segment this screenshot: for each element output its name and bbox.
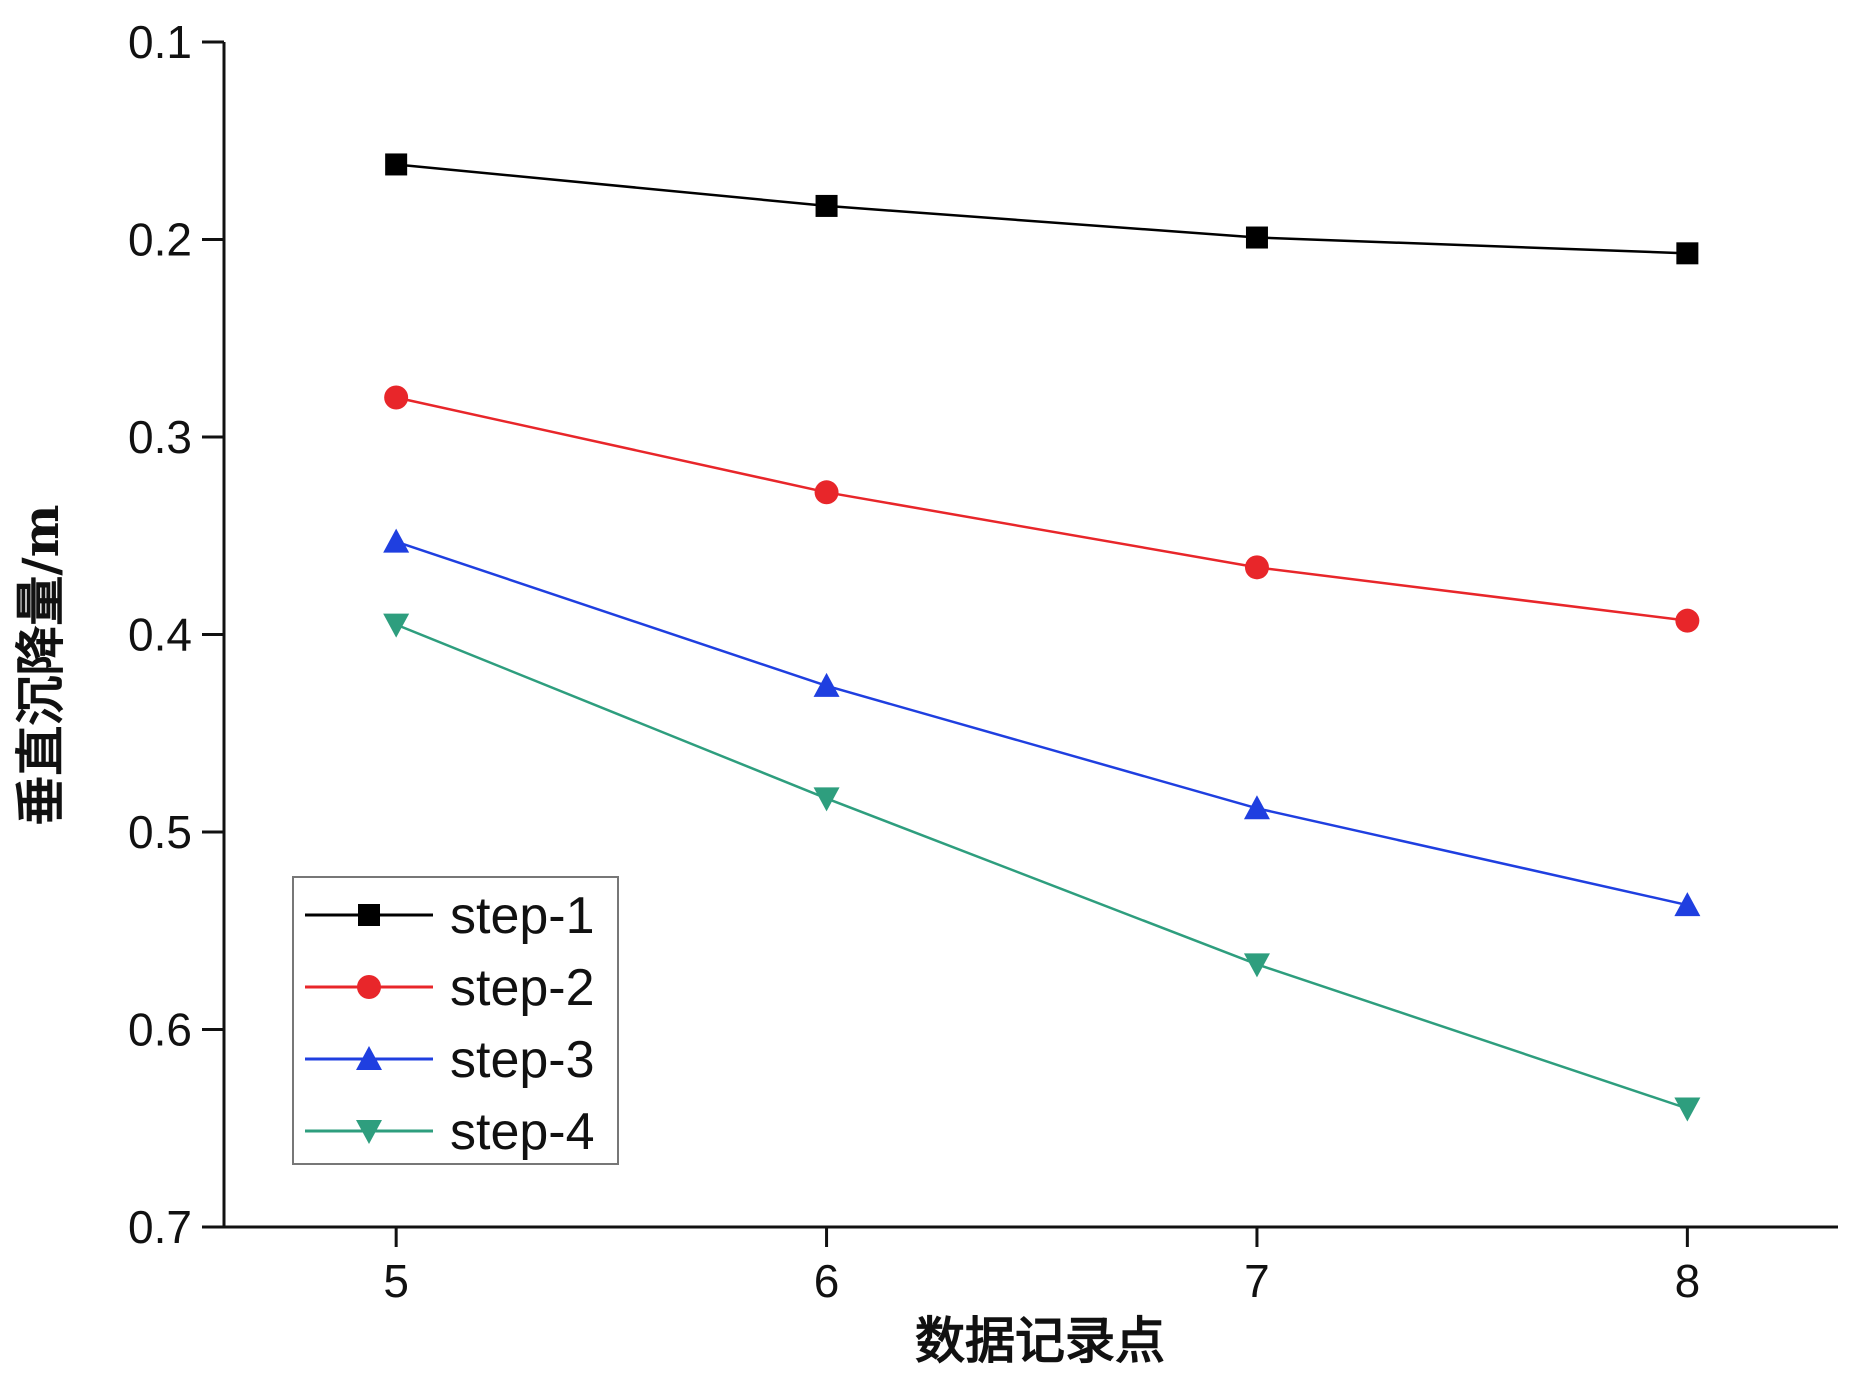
- series-line-step-3: [395, 540, 1688, 907]
- data-point-step-4-5: [383, 613, 410, 638]
- y-tick-label: 0.4: [128, 609, 192, 661]
- data-point-step-4-7: [1243, 953, 1270, 978]
- series-step-1: [385, 153, 1699, 265]
- series-line-step-1: [396, 163, 1688, 255]
- legend-box: [292, 876, 619, 1165]
- y-tick-label: 0.5: [128, 806, 192, 858]
- legend-item-step-1: step-1: [305, 887, 595, 945]
- legend-marker: [356, 1120, 382, 1144]
- x-tick-label: 6: [814, 1255, 840, 1307]
- legend-item-step-2: step-2: [305, 959, 595, 1017]
- data-point-step-3-7: [1243, 795, 1270, 820]
- data-point-step-2-7: [1244, 555, 1269, 580]
- data-point-step-3-8: [1674, 892, 1701, 917]
- legend-label: step-3: [450, 1031, 595, 1089]
- data-point-step-4-8: [1674, 1097, 1701, 1122]
- legend-label: step-1: [450, 887, 595, 945]
- data-point-step-1-6: [815, 194, 838, 217]
- x-tick-label: 8: [1675, 1255, 1701, 1307]
- data-point-step-2-5: [384, 385, 409, 410]
- y-tick-label: 0.3: [128, 411, 192, 463]
- x-tick-label: 5: [383, 1255, 409, 1307]
- series-line-step-4: [395, 623, 1688, 1110]
- series-step-3: [383, 528, 1701, 917]
- legend-marker: [356, 1046, 382, 1070]
- legend-label: step-4: [450, 1103, 595, 1161]
- data-point-step-3-5: [383, 528, 410, 553]
- x-tick-label: 7: [1244, 1255, 1270, 1307]
- y-axis-label: 垂直沉降量/m: [11, 504, 70, 825]
- y-tick-label: 0.2: [128, 214, 192, 266]
- x-axis-label: 数据记录点: [915, 1311, 1165, 1370]
- legend-item-step-3: step-3: [305, 1031, 595, 1089]
- data-point-step-1-8: [1676, 242, 1699, 265]
- data-point-step-3-6: [813, 672, 840, 697]
- data-point-step-2-8: [1675, 608, 1700, 633]
- series-step-2: [384, 385, 1700, 633]
- legend-marker: [357, 975, 381, 999]
- y-tick-label: 0.6: [128, 1004, 192, 1056]
- data-point-step-4-6: [813, 787, 840, 812]
- y-tick-label: 0.7: [128, 1201, 192, 1253]
- axes: 0.1 0.2 0.3 0.4 0.5 0.6 0.7 5 6 7 8: [128, 16, 1838, 1307]
- legend-item-step-4: step-4: [305, 1103, 595, 1161]
- series-layer: [383, 153, 1701, 1122]
- legend-label: step-2: [450, 959, 595, 1017]
- legend-marker: [358, 904, 380, 926]
- series-step-4: [383, 613, 1701, 1122]
- y-tick-label: 0.1: [128, 16, 192, 68]
- series-line-step-2: [395, 396, 1688, 622]
- data-point-step-2-6: [814, 480, 839, 505]
- data-point-step-1-7: [1245, 226, 1268, 249]
- legend: step-1 step-2 step-3 step-4: [292, 876, 619, 1165]
- data-point-step-1-5: [385, 153, 408, 176]
